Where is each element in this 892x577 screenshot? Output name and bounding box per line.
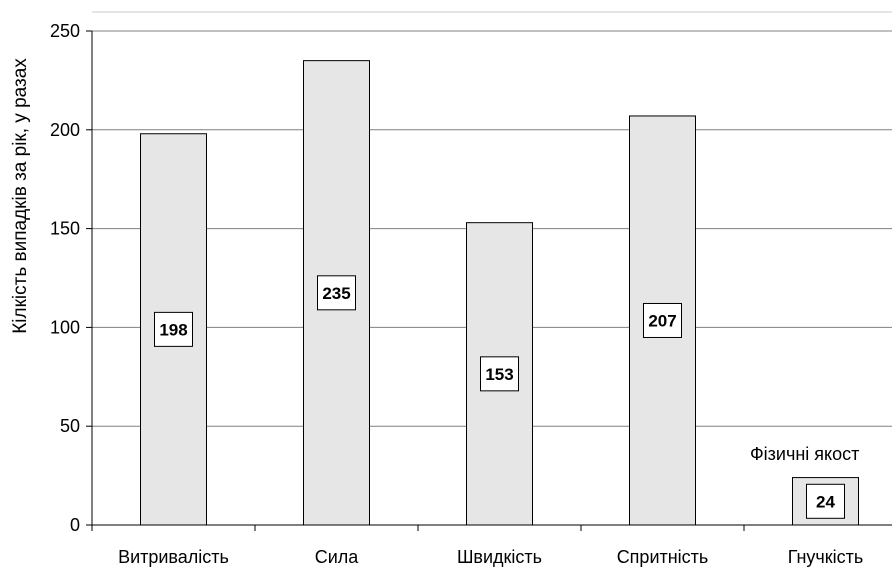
y-tick-label: 250 xyxy=(50,21,80,41)
y-tick-labels: 0 50 100 150 200 250 xyxy=(50,21,80,535)
legend-annotation: Фізичні якост xyxy=(750,444,859,464)
data-label-box xyxy=(480,356,519,392)
y-tick-label: 100 xyxy=(50,317,80,337)
data-label-value: 153 xyxy=(485,365,513,384)
x-category-label: Сила xyxy=(315,547,360,567)
data-label: 153 xyxy=(480,356,519,392)
y-axis-title: Кілкість випадків за рік, у разах xyxy=(10,58,31,334)
y-tick-label: 150 xyxy=(50,219,80,239)
x-category-label: Гнучкість xyxy=(788,547,864,567)
data-label-box xyxy=(806,483,845,519)
x-category-labels: Витривалість Сила Швидкість Спритність Гнучк… xyxy=(118,547,863,567)
data-label-box xyxy=(643,302,682,338)
x-category-label: Спритність xyxy=(617,547,709,567)
y-tick-label: 200 xyxy=(50,120,80,140)
data-label: 235 xyxy=(317,275,356,311)
y-tick-label: 0 xyxy=(70,515,80,535)
data-label-value: 24 xyxy=(816,492,835,511)
data-label: 207 xyxy=(643,302,682,338)
bars xyxy=(140,60,859,526)
data-label-value: 207 xyxy=(648,311,676,330)
axes xyxy=(86,30,892,531)
data-label: 24 xyxy=(806,483,845,519)
data-labels: 198 235 153 207 24 xyxy=(154,275,845,519)
y-tick-label: 50 xyxy=(60,416,80,436)
data-label-box xyxy=(317,275,356,311)
x-category-label: Витривалість xyxy=(118,547,229,567)
data-label-box xyxy=(154,311,193,347)
x-category-label: Швидкість xyxy=(457,547,542,567)
data-label-value: 198 xyxy=(159,320,187,339)
data-label: 198 xyxy=(154,311,193,347)
data-label-value: 235 xyxy=(322,284,350,303)
